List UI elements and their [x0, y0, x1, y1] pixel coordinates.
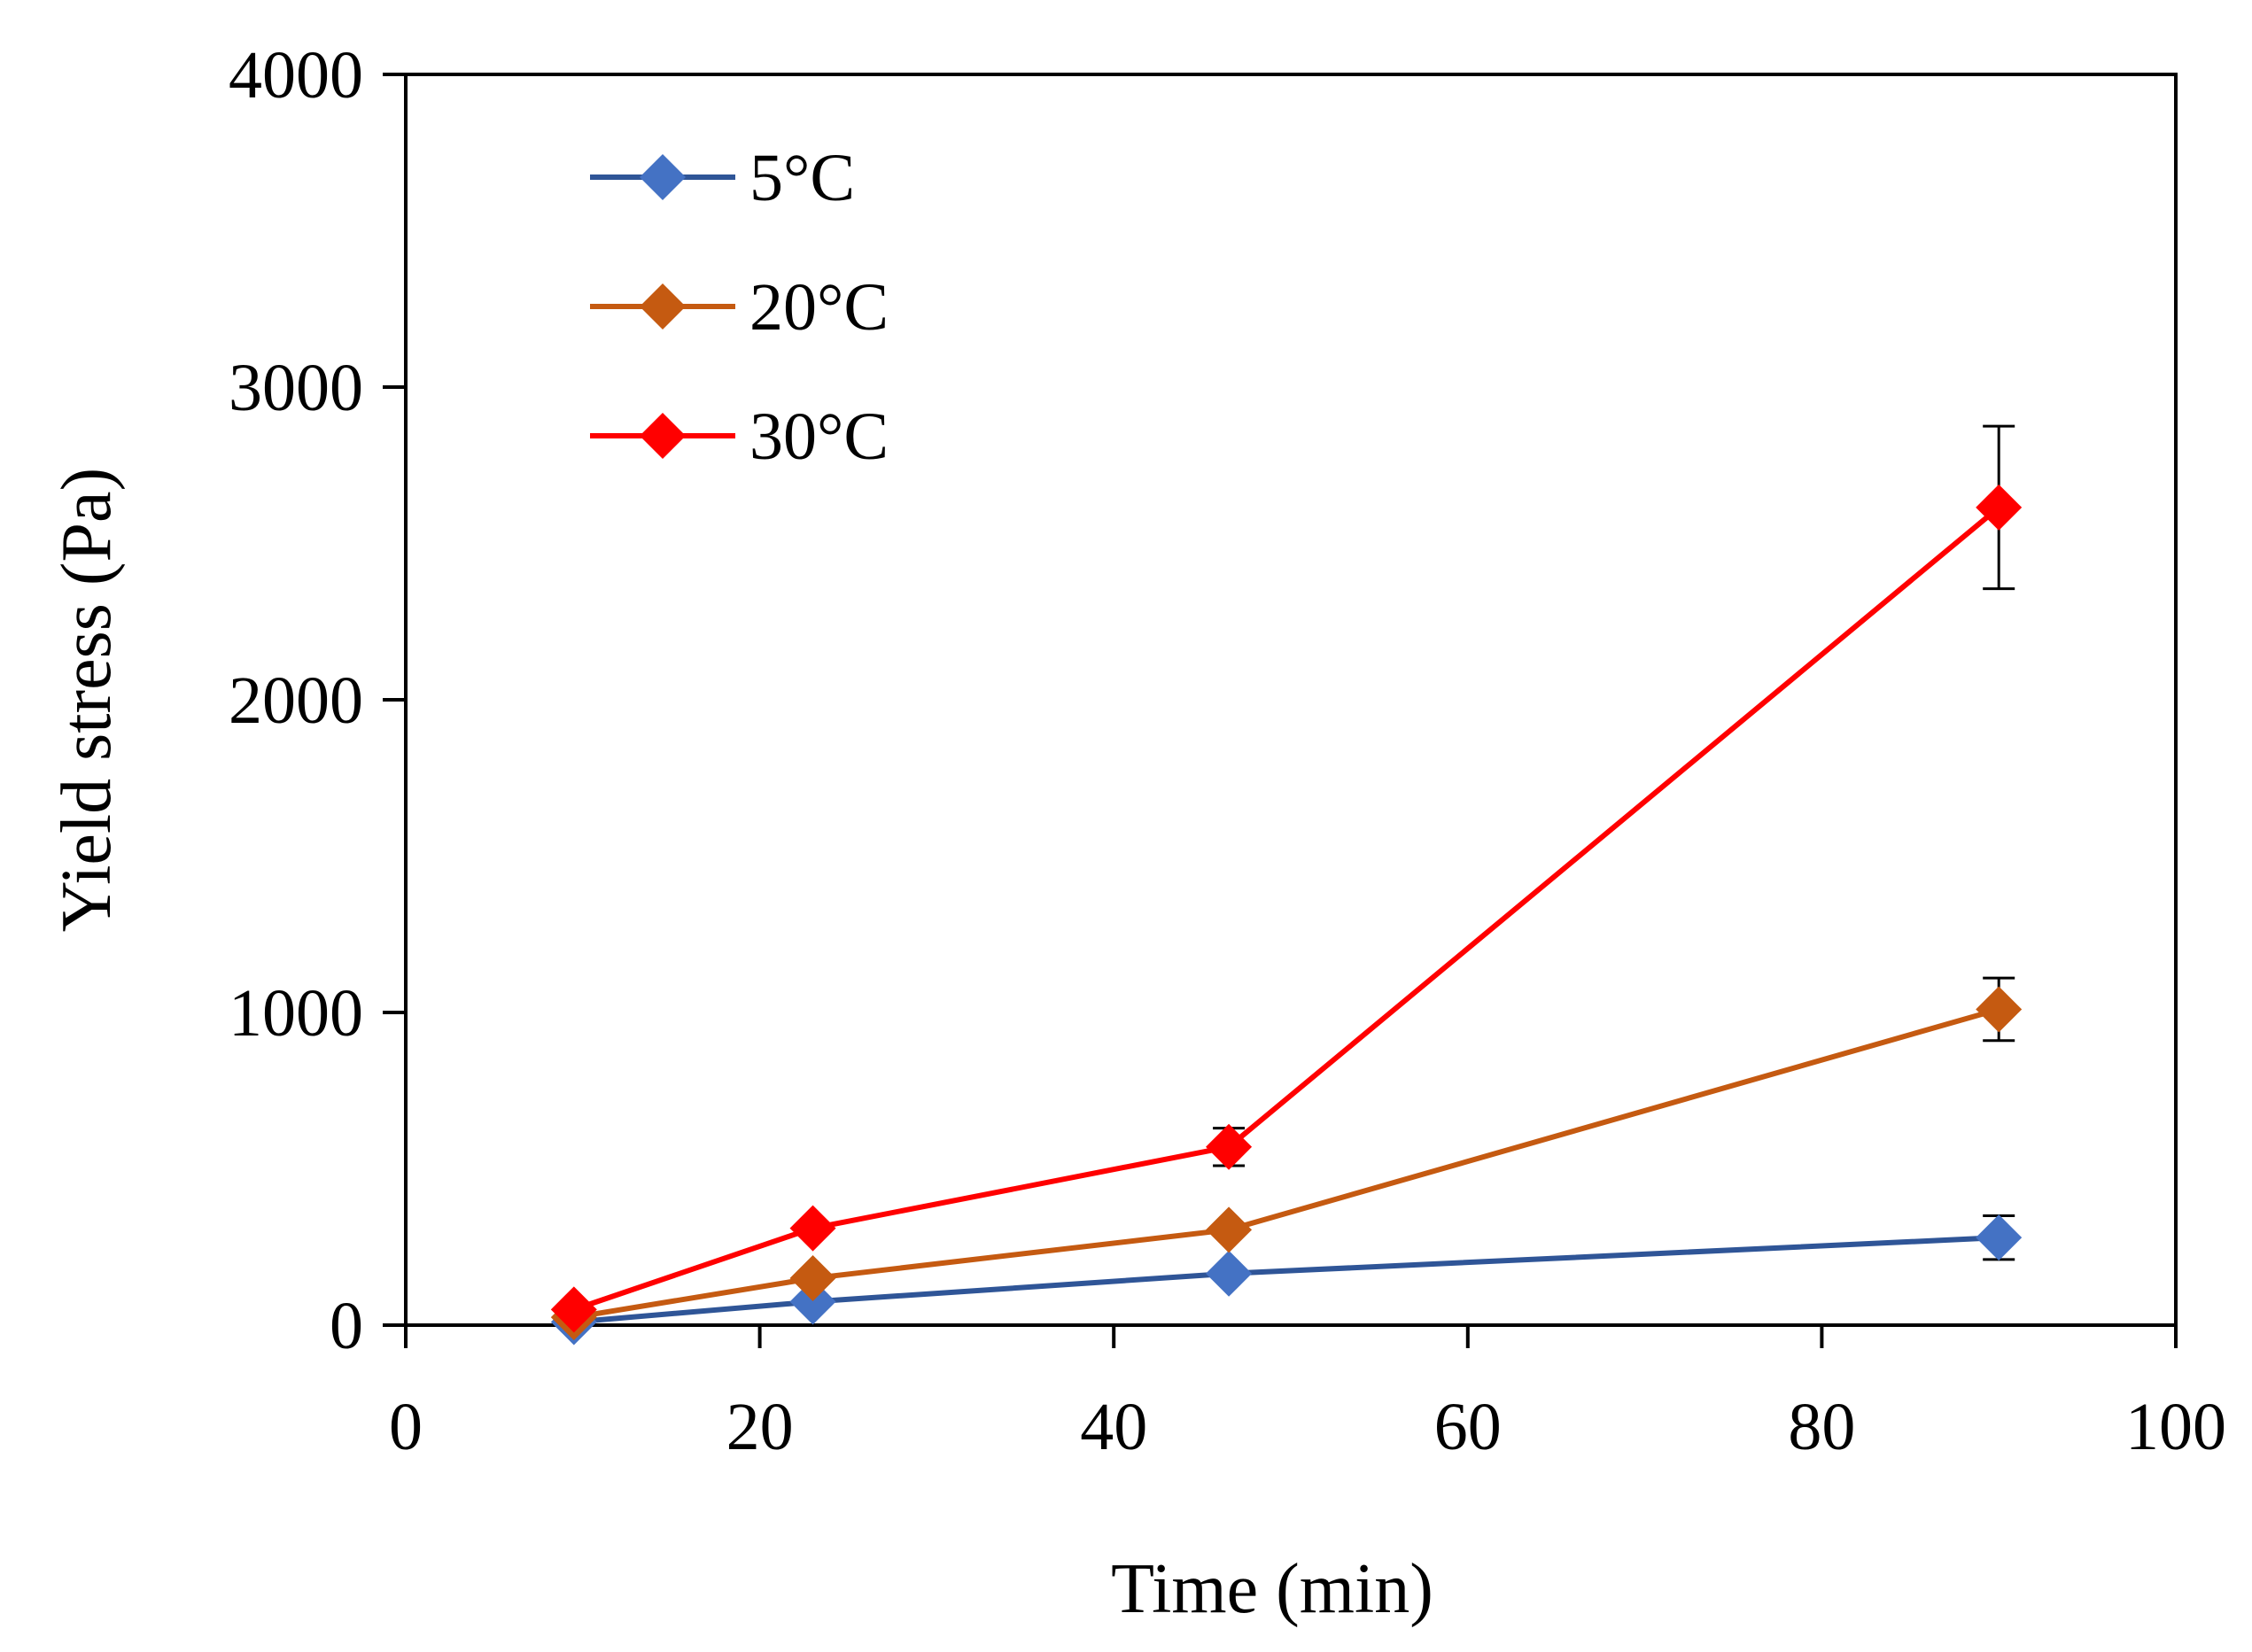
y-tick-label: 1000: [229, 976, 363, 1051]
x-tick-label: 40: [1080, 1390, 1147, 1464]
data-point-marker: [550, 1286, 597, 1333]
legend-label: 20°C: [749, 270, 889, 345]
data-point-marker: [1976, 1214, 2023, 1261]
legend-marker: [640, 413, 686, 459]
x-tick-label: 60: [1434, 1390, 1502, 1464]
data-point-marker: [1206, 1250, 1253, 1297]
series-0: [550, 1214, 2023, 1346]
x-axis: 0 20 40 60 80 100: [389, 1325, 2226, 1464]
x-axis-title: Time (min): [1111, 1550, 1433, 1628]
series-line: [573, 1006, 2000, 1321]
y-tick-label: 3000: [229, 351, 363, 425]
y-tick-label: 2000: [229, 663, 363, 738]
y-axis: 0 1000 2000 3000 4000: [229, 38, 406, 1363]
legend-marker: [640, 283, 686, 330]
data-point-marker: [1206, 1123, 1253, 1170]
series-line: [572, 505, 2001, 1313]
series-line: [573, 1235, 2000, 1325]
y-tick-label: 0: [330, 1289, 363, 1363]
y-axis-title: Yield stress (Pa): [48, 468, 126, 932]
data-point-marker: [1206, 1206, 1253, 1253]
data-point-marker: [1976, 484, 2023, 531]
data-point-marker: [789, 1255, 836, 1302]
legend: 5°C 20°C 30°C: [590, 141, 889, 474]
x-tick-label: 100: [2125, 1390, 2226, 1464]
legend-item: 30°C: [590, 399, 889, 474]
data-point-marker: [789, 1205, 836, 1252]
series-layer: [550, 424, 2023, 1346]
series-2: [550, 424, 2023, 1333]
x-tick-label: 80: [1788, 1390, 1855, 1464]
y-tick-label: 4000: [229, 38, 363, 112]
data-point-marker: [789, 1278, 836, 1325]
x-tick-label: 20: [726, 1390, 794, 1464]
data-point-marker: [1976, 986, 2023, 1033]
legend-marker: [640, 154, 686, 200]
legend-label: 5°C: [749, 141, 855, 215]
legend-label: 30°C: [749, 399, 889, 474]
legend-item: 20°C: [590, 270, 889, 345]
legend-item: 5°C: [590, 141, 855, 215]
x-tick-label: 0: [389, 1390, 423, 1464]
